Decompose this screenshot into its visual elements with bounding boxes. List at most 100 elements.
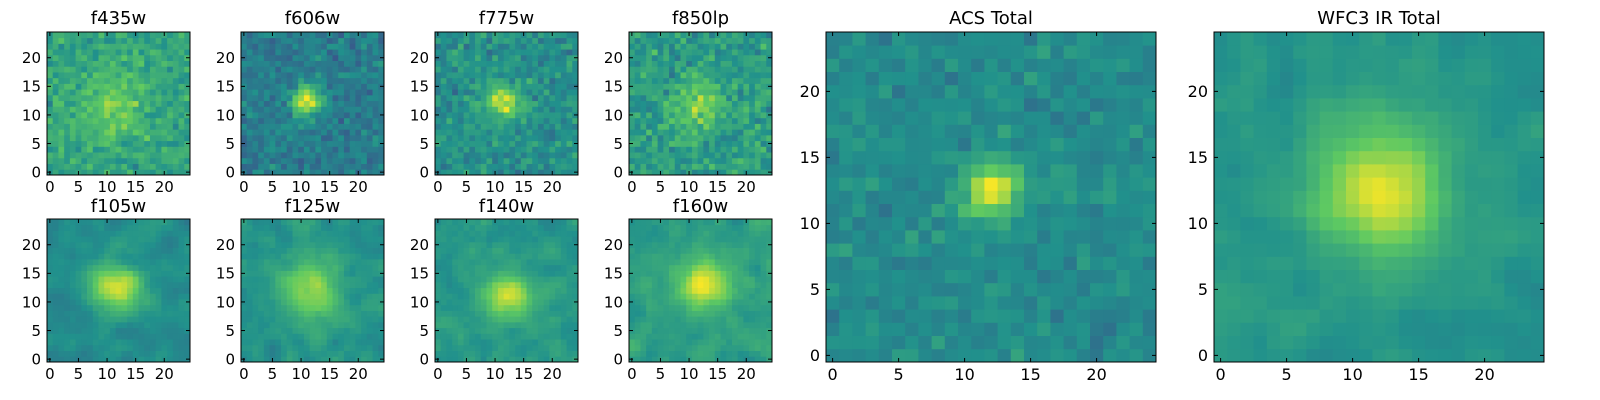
heatmap-cell <box>269 43 276 50</box>
heatmap-cell <box>366 72 373 79</box>
heatmap-cell <box>720 152 727 159</box>
plot-frame <box>46 218 191 363</box>
heatmap-cell <box>760 89 767 96</box>
heatmap-cell <box>555 224 562 231</box>
heatmap-cell <box>298 333 305 340</box>
heatmap-cell <box>161 293 168 300</box>
heatmap-cell <box>104 281 111 289</box>
heatmap-cell <box>674 146 681 153</box>
heatmap-cell <box>754 339 761 346</box>
heatmap-cell <box>252 77 259 84</box>
heatmap-cell <box>720 304 727 311</box>
heatmap-cell <box>714 321 721 329</box>
heatmap-cell <box>87 94 94 102</box>
heatmap-cell <box>463 299 470 306</box>
heatmap-cell <box>503 66 510 73</box>
heatmap-cell <box>98 276 105 283</box>
heatmap-cell <box>349 321 356 329</box>
heatmap-cell <box>303 287 311 294</box>
heatmap-cell <box>292 117 299 124</box>
heatmap-cell <box>480 77 487 84</box>
heatmap-cell <box>349 281 356 289</box>
heatmap-cell <box>749 146 756 153</box>
heatmap-cell <box>309 236 316 243</box>
heatmap-cell <box>303 43 311 50</box>
heatmap-cell <box>726 77 733 84</box>
heatmap-cell <box>275 219 282 226</box>
heatmap-cell <box>81 356 88 363</box>
x-tick-label: 10 <box>486 365 505 383</box>
heatmap-cell <box>457 106 464 113</box>
heatmap-cell <box>252 281 259 289</box>
heatmap-cell <box>64 333 71 340</box>
heatmap-cell <box>252 94 259 102</box>
heatmap-cell <box>338 293 345 300</box>
heatmap-cell <box>109 152 117 159</box>
heatmap-cell <box>749 281 756 289</box>
heatmap-cell <box>81 264 88 271</box>
heatmap-cell <box>343 152 351 159</box>
heatmap-cell <box>286 321 293 329</box>
heatmap-cell <box>69 146 76 153</box>
heatmap-cell <box>69 316 76 323</box>
heatmap-cell <box>127 310 134 317</box>
heatmap-cell <box>149 72 157 79</box>
heatmap-cell <box>480 299 487 306</box>
heatmap-cell <box>98 333 105 340</box>
heatmap-cell <box>167 123 174 130</box>
heatmap-cell <box>109 356 117 363</box>
heatmap-cell <box>674 117 681 124</box>
heatmap-cell <box>691 129 699 136</box>
heatmap-cell <box>446 146 453 153</box>
heatmap-cell <box>349 339 356 346</box>
heatmap-cell <box>149 112 157 119</box>
heatmap-cell <box>634 333 641 340</box>
heatmap-cell <box>697 72 704 79</box>
heatmap-cell <box>446 293 453 300</box>
heatmap-cell <box>155 316 162 323</box>
heatmap-cell <box>149 169 157 176</box>
heatmap-cell <box>480 66 487 73</box>
heatmap-cell <box>651 316 658 323</box>
heatmap-cell <box>258 83 265 90</box>
heatmap-cell <box>560 270 567 277</box>
heatmap-cell <box>657 163 664 170</box>
heatmap-cell <box>520 293 527 300</box>
heatmap-cell <box>292 321 299 329</box>
heatmap-cell <box>303 344 311 351</box>
heatmap-cell <box>503 281 510 289</box>
heatmap-cell <box>503 241 510 248</box>
heatmap-cell <box>292 344 299 351</box>
heatmap-cell <box>366 327 373 334</box>
heatmap-cell <box>629 94 636 102</box>
heatmap-cell <box>98 316 105 323</box>
heatmap-cell <box>378 163 385 170</box>
heatmap-cell <box>572 321 579 329</box>
heatmap-cell <box>144 49 151 56</box>
heatmap-cell <box>246 270 253 277</box>
heatmap-cell <box>463 123 470 130</box>
heatmap-cell <box>109 112 117 119</box>
heatmap-cell <box>47 134 54 142</box>
heatmap-cell <box>469 333 476 340</box>
heatmap-cell <box>241 152 248 159</box>
heatmap-cell <box>98 321 105 329</box>
heatmap-cell <box>161 152 168 159</box>
heatmap-cell <box>651 287 658 294</box>
heatmap-cell <box>737 89 744 96</box>
heatmap-cell <box>372 356 379 363</box>
heatmap-cell <box>555 66 562 73</box>
heatmap-cell <box>286 333 293 340</box>
heatmap-cell <box>469 276 476 283</box>
heatmap-cell <box>292 253 299 260</box>
heatmap-cell <box>463 287 470 294</box>
heatmap-cell <box>298 112 305 119</box>
heatmap-cell <box>560 83 567 90</box>
heatmap-cell <box>355 100 362 107</box>
heatmap-cell <box>452 134 459 142</box>
heatmap-cell <box>497 241 505 248</box>
heatmap-cell <box>321 287 328 294</box>
heatmap-cell <box>338 66 345 73</box>
heatmap-cell <box>572 163 579 170</box>
heatmap-cell <box>355 129 362 136</box>
